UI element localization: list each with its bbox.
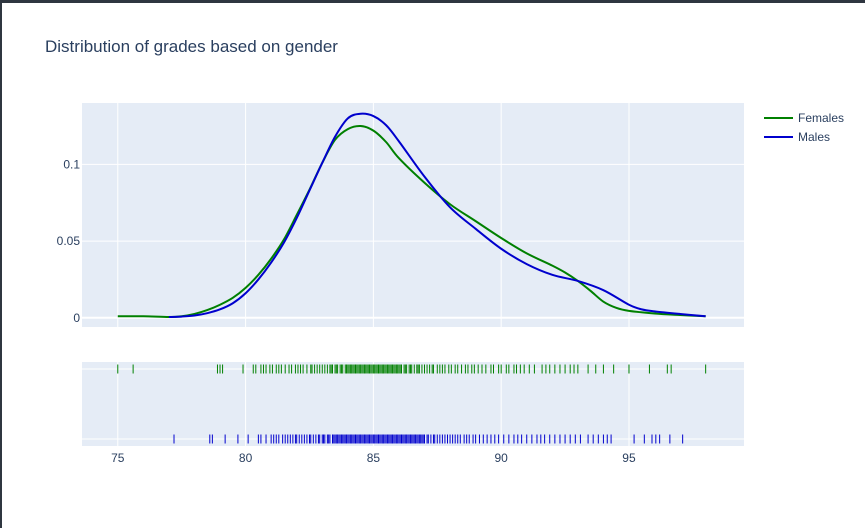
y-tick-label: 0.05 [57, 234, 81, 248]
rug-plot-area[interactable] [82, 362, 744, 446]
y-tick-label: 0 [73, 311, 80, 325]
x-tick-label: 90 [495, 451, 509, 465]
x-tick-label: 75 [111, 451, 125, 465]
window-top-border [0, 0, 865, 3]
y-tick-label: 0.1 [63, 157, 80, 171]
legend-item-females[interactable]: Females [764, 111, 844, 125]
gridlines [82, 103, 744, 446]
kde-plot-area[interactable] [82, 103, 744, 327]
rug-marks [117, 364, 707, 444]
legend-label-females: Females [798, 111, 844, 125]
chart-title: Distribution of grades based on gender [45, 37, 338, 56]
legend: Females Males [764, 111, 844, 144]
density-curve-females[interactable] [117, 124, 706, 319]
axis-ticks: 75 80 85 90 95 0 0.05 0.1 [57, 157, 636, 465]
window-left-border [0, 0, 2, 528]
x-tick-label: 95 [622, 451, 636, 465]
density-curves [117, 112, 706, 319]
density-curve-males[interactable] [168, 112, 706, 319]
x-tick-label: 85 [367, 451, 381, 465]
legend-item-males[interactable]: Males [764, 130, 830, 144]
legend-label-males: Males [798, 130, 830, 144]
x-tick-label: 80 [239, 451, 253, 465]
